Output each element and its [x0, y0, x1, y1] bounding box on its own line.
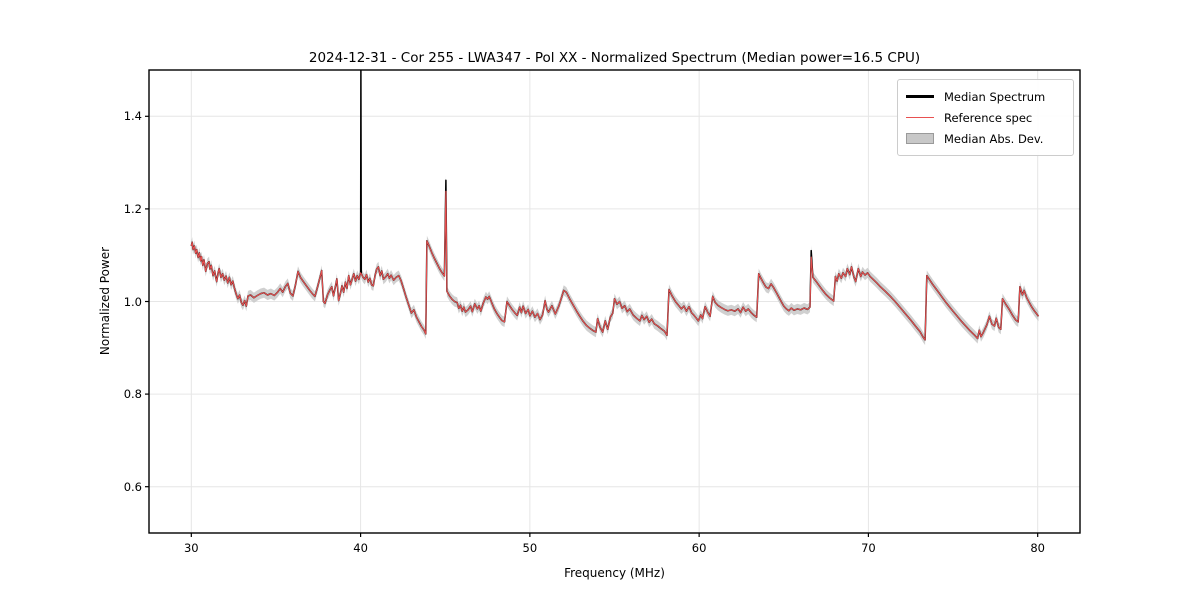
x-tick-label: 30: [183, 541, 199, 555]
y-tick-label: 0.8: [123, 387, 142, 402]
y-tick-label: 1.4: [123, 109, 142, 124]
median-abs-dev-patch-icon: [906, 133, 934, 144]
legend: Median Spectrum Reference spec Median Ab…: [897, 79, 1074, 156]
legend-item-reference-spec: Reference spec: [906, 107, 1064, 128]
x-tick-label: 40: [353, 541, 368, 555]
plot-title: 2024-12-31 - Cor 255 - LWA347 - Pol XX -…: [308, 50, 921, 66]
y-tick-label: 1.0: [123, 294, 142, 309]
reference-spec-line: [190, 190, 1039, 341]
legend-label: Reference spec: [944, 110, 1033, 125]
y-tick-label: 0.6: [123, 479, 142, 494]
x-axis-label: Frequency (MHz): [564, 566, 665, 580]
x-tick-label: 80: [1030, 541, 1045, 555]
x-tick-label: 70: [861, 541, 876, 555]
legend-item-median-abs-dev: Median Abs. Dev.: [906, 128, 1064, 149]
x-tick-label: 60: [691, 541, 707, 555]
legend-item-median-spectrum: Median Spectrum: [906, 86, 1064, 107]
legend-label: Median Spectrum: [944, 89, 1046, 104]
y-tick-label: 1.2: [123, 201, 142, 216]
reference-spec-line-icon: [906, 116, 934, 119]
legend-label: Median Abs. Dev.: [944, 131, 1044, 146]
median-spectrum-line-icon: [906, 95, 934, 98]
x-tick-label: 50: [522, 541, 538, 555]
